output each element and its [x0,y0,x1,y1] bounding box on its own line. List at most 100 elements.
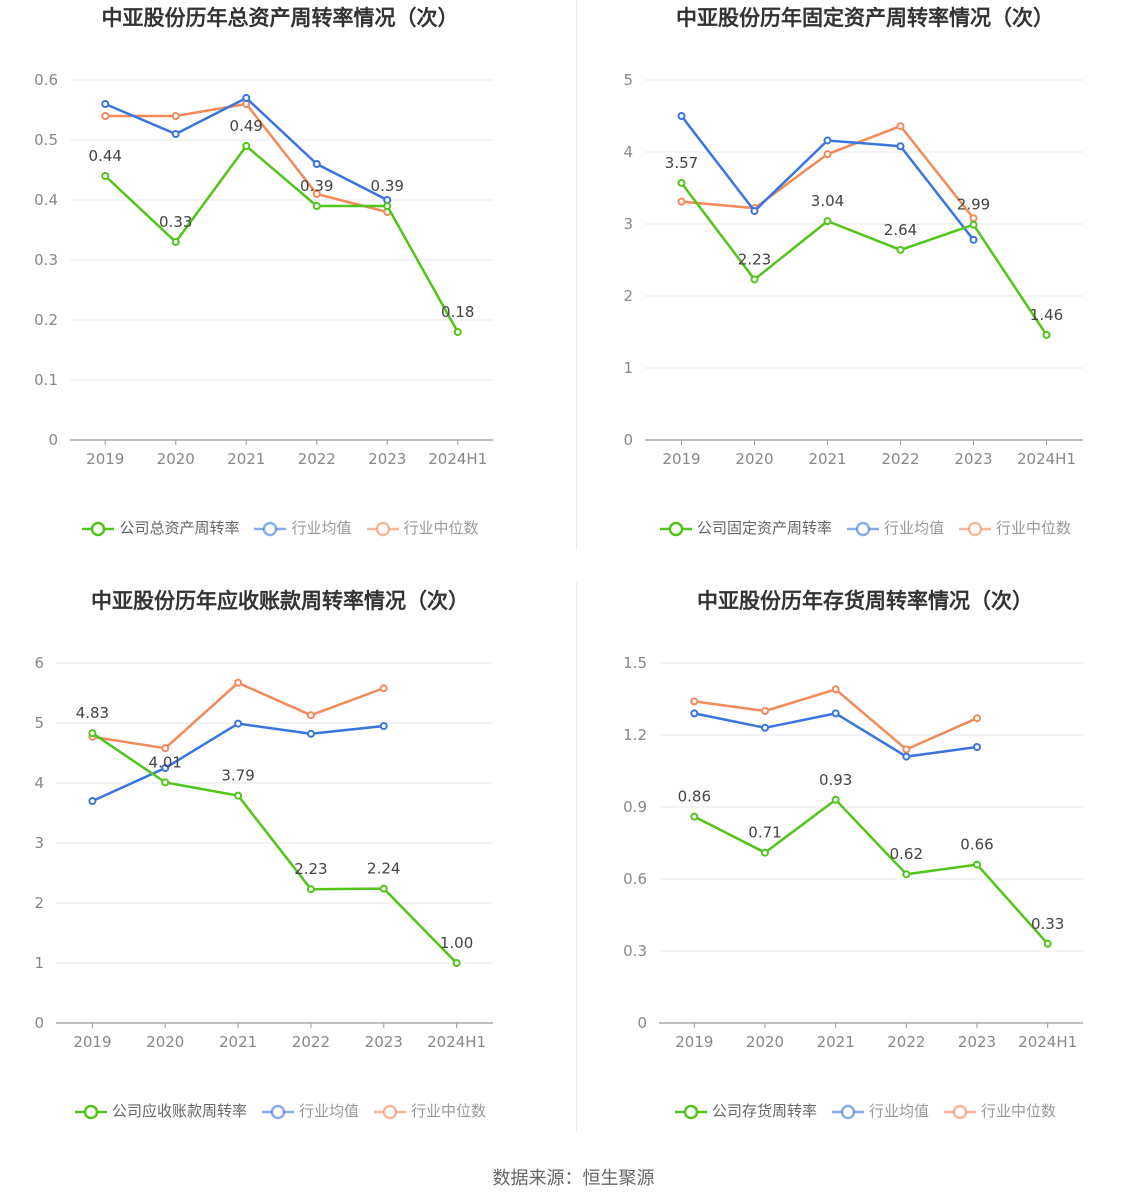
legend-label: 公司固定资产周转率 [696,519,832,537]
y-tick-label: 0.2 [34,311,58,329]
series-point [161,764,170,772]
legend-label: 行业均值 [868,1102,929,1120]
legend-item[interactable]: 公司应收账款周转率 [74,1100,247,1121]
series-point [969,220,978,229]
series-point [750,275,759,284]
y-tick-label: 4 [623,143,633,161]
data-label: 4.01 [149,753,182,771]
series-point [677,197,686,206]
series-line [92,681,385,750]
x-tick-label: 2021 [219,1033,257,1051]
x-tick-label: 2022 [881,450,919,468]
series-line [680,182,1048,336]
series-point [677,112,686,120]
legend-item[interactable]: 行业均值 [261,1100,359,1121]
series-point [383,202,392,210]
series-point [823,150,832,159]
series-point [831,795,840,804]
data-label: 3.04 [811,192,844,210]
legend-item[interactable]: 公司存货周转率 [674,1100,817,1121]
x-tick-label: 2022 [887,1033,925,1051]
y-tick-label: 1.2 [623,726,647,744]
chart-legend: 公司总资产周转率 行业均值 行业中位数 [0,517,560,538]
series-point [234,791,243,800]
legend-label: 行业中位数 [411,1102,487,1120]
series-point [171,130,180,138]
x-tick-label: 2021 [808,450,846,468]
data-label: 2.23 [738,250,771,268]
data-label: 0.71 [748,824,781,842]
data-label: 1.00 [440,934,473,952]
legend-line-circle-icon [74,1104,107,1119]
legend-item[interactable]: 行业中位数 [366,517,479,538]
legend-item[interactable]: 行业均值 [846,517,944,538]
legend-line-circle-icon [82,521,115,536]
legend-swatch-circle [263,521,278,536]
series-point [823,217,832,226]
data-label: 0.44 [89,147,122,165]
series-point [242,94,251,102]
series-line [104,144,459,333]
series-point [831,685,840,694]
data-label: 0.18 [441,303,474,321]
legend-swatch-circle [840,1104,856,1119]
series-line [693,798,1049,945]
x-tick-label: 2021 [817,1033,855,1051]
series-point [969,214,978,223]
legend-label: 行业均值 [298,1102,359,1120]
legend-swatch-circle [382,1104,398,1119]
y-tick-label: 0.6 [623,870,647,888]
x-tick-label: 2020 [157,450,195,468]
series-point [234,719,243,728]
x-tick-label: 2024H1 [1018,1033,1077,1051]
legend-line-circle-icon [659,521,692,536]
legend-line-circle-icon [261,1104,294,1119]
x-tick-label: 2024H1 [427,1033,486,1051]
series-point [969,235,978,244]
y-tick-label: 0.5 [34,131,58,149]
series-line [91,732,458,964]
series-point [242,142,251,150]
legend-line-circle-icon [674,1104,707,1119]
series-point [896,142,905,151]
series-point [452,959,461,967]
legend-item[interactable]: 行业中位数 [958,517,1071,538]
series-point [896,122,905,131]
series-point [896,245,905,254]
chart-legend: 公司应收账款周转率 行业均值 行业中位数 [0,1100,560,1121]
legend-item[interactable]: 行业均值 [253,517,352,538]
legend-label: 公司存货周转率 [711,1102,817,1120]
series-point [761,707,769,715]
legend-item[interactable]: 行业中位数 [943,1100,1056,1121]
series-point [101,112,110,120]
legend-line-circle-icon [374,1104,406,1119]
y-tick-label: 0 [34,1014,44,1032]
y-tick-label: 0 [48,431,58,449]
legend-label: 行业均值 [883,519,944,537]
series-point [902,752,911,761]
y-tick-label: 5 [623,71,633,89]
legend-line-circle-icon [254,521,287,536]
legend-item[interactable]: 公司总资产周转率 [81,517,239,538]
series-point [101,172,110,180]
chart-title: 中亚股份历年固定资产周转率情况（次） [676,6,1054,30]
data-label: 1.46 [1030,306,1063,324]
legend-line-circle-icon [959,521,991,536]
legend-item[interactable]: 行业中位数 [373,1100,486,1121]
legend-swatch-circle [91,521,106,536]
legend-line-circle-icon [831,1104,864,1119]
series-point [171,112,180,120]
series-point [677,178,686,187]
series-point [453,328,462,336]
legend-label: 公司应收账款周转率 [111,1102,247,1120]
data-label: 0.33 [1031,915,1064,933]
y-tick-label: 3 [34,834,44,852]
legend-swatch-circle [855,521,871,536]
series-point [306,885,315,894]
legend-item[interactable]: 行业均值 [831,1100,929,1121]
y-tick-label: 0.9 [623,798,647,816]
x-tick-label: 2024H1 [1017,450,1076,468]
legend-item[interactable]: 公司固定资产周转率 [659,517,832,538]
chart-title: 中亚股份历年存货周转率情况（次） [697,589,1033,613]
series-point [312,160,321,168]
